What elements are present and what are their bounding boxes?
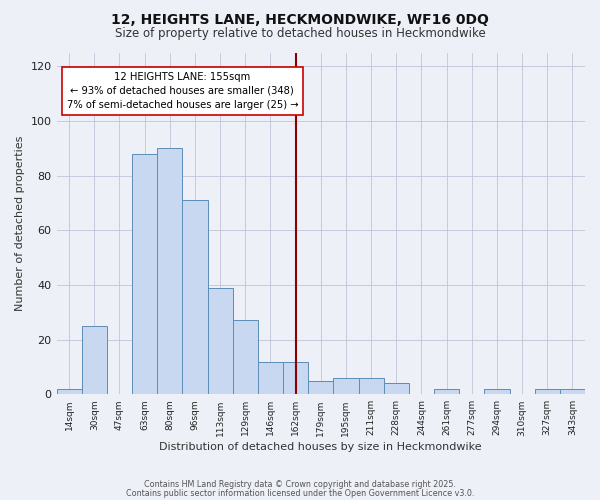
Text: Contains HM Land Registry data © Crown copyright and database right 2025.: Contains HM Land Registry data © Crown c… bbox=[144, 480, 456, 489]
Bar bbox=[258, 362, 283, 394]
Bar bbox=[308, 380, 334, 394]
X-axis label: Distribution of detached houses by size in Heckmondwike: Distribution of detached houses by size … bbox=[160, 442, 482, 452]
Bar bbox=[383, 384, 409, 394]
Bar bbox=[182, 200, 208, 394]
Bar bbox=[56, 389, 82, 394]
Bar bbox=[359, 378, 383, 394]
Bar bbox=[157, 148, 182, 394]
Text: Size of property relative to detached houses in Heckmondwike: Size of property relative to detached ho… bbox=[115, 28, 485, 40]
Y-axis label: Number of detached properties: Number of detached properties bbox=[15, 136, 25, 311]
Bar bbox=[208, 288, 233, 395]
Bar bbox=[132, 154, 157, 394]
Bar bbox=[233, 320, 258, 394]
Text: 12, HEIGHTS LANE, HECKMONDWIKE, WF16 0DQ: 12, HEIGHTS LANE, HECKMONDWIKE, WF16 0DQ bbox=[111, 12, 489, 26]
Bar bbox=[484, 389, 509, 394]
Bar bbox=[434, 389, 459, 394]
Bar bbox=[560, 389, 585, 394]
Bar bbox=[535, 389, 560, 394]
Bar bbox=[334, 378, 359, 394]
Text: 12 HEIGHTS LANE: 155sqm
← 93% of detached houses are smaller (348)
7% of semi-de: 12 HEIGHTS LANE: 155sqm ← 93% of detache… bbox=[67, 72, 298, 110]
Text: Contains public sector information licensed under the Open Government Licence v3: Contains public sector information licen… bbox=[126, 488, 474, 498]
Bar bbox=[283, 362, 308, 394]
Bar bbox=[82, 326, 107, 394]
